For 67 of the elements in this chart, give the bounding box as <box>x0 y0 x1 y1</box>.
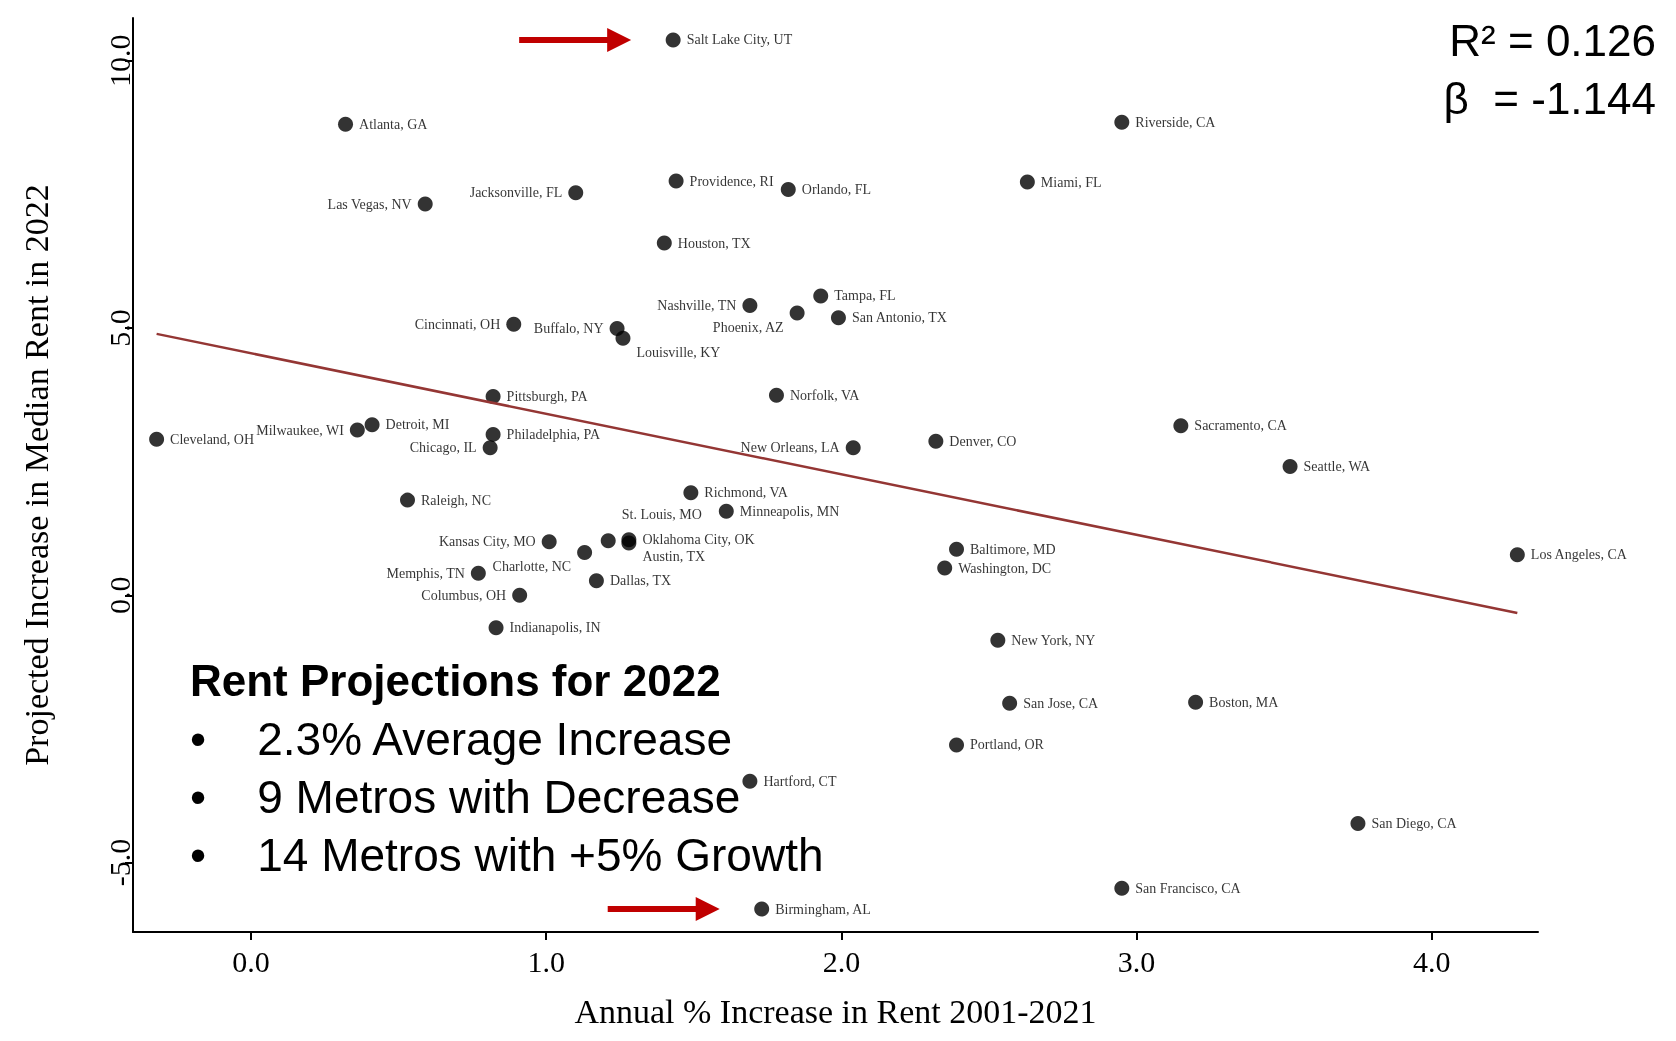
data-label: Pittsburgh, PA <box>506 388 589 404</box>
data-label: Buffalo, NY <box>533 321 604 337</box>
data-label: Norfolk, VA <box>789 387 861 403</box>
data-label: Phoenix, AZ <box>712 319 784 335</box>
data-label: Miami, FL <box>1040 174 1102 190</box>
annotation: β = -1.144 <box>1443 73 1656 123</box>
data-label: Las Vegas, NV <box>327 196 412 212</box>
data-label: Indianapolis, IN <box>509 620 601 636</box>
data-label: Dallas, TX <box>609 573 672 589</box>
data-label: St. Louis, MO <box>621 507 702 523</box>
data-label: New Orleans, LA <box>740 440 841 456</box>
y-tick-label: 5.0 <box>102 309 136 347</box>
data-label: Sacramento, CA <box>1194 418 1288 434</box>
data-label: Cincinnati, OH <box>414 316 501 332</box>
data-label: Chicago, IL <box>409 440 477 456</box>
x-tick-label: 1.0 <box>527 944 565 978</box>
data-label: Boston, MA <box>1209 694 1280 710</box>
annotation: • 9 Metros with Decrease <box>190 771 741 823</box>
data-label: San Jose, CA <box>1023 695 1100 711</box>
x-tick-label: 3.0 <box>1117 944 1156 978</box>
x-tick-label: 2.0 <box>822 944 861 978</box>
data-label: Jacksonville, FL <box>469 185 563 201</box>
data-label: Houston, TX <box>677 235 751 251</box>
y-tick-label: 10.0 <box>102 34 136 88</box>
data-label: Birmingham, AL <box>775 901 871 917</box>
data-label: Raleigh, NC <box>421 492 492 508</box>
data-label: Riverside, CA <box>1135 114 1217 130</box>
data-label: Portland, OR <box>970 737 1045 753</box>
data-label: Seattle, WA <box>1303 458 1372 474</box>
data-label: Austin, TX <box>642 549 706 565</box>
data-label: Los Angeles, CA <box>1530 547 1628 563</box>
data-label: Philadelphia, PA <box>506 426 602 442</box>
annotation: • 2.3% Average Increase <box>190 713 733 765</box>
data-label: Louisville, KY <box>636 344 721 360</box>
y-tick-label: 0.0 <box>102 576 136 615</box>
data-label: Cleveland, OH <box>170 431 255 447</box>
data-label: Richmond, VA <box>704 485 789 501</box>
x-tick-label: 4.0 <box>1412 944 1451 978</box>
data-label: Hartford, CT <box>763 773 837 789</box>
annotation: • 14 Metros with +5% Growth <box>190 829 824 881</box>
data-label: Memphis, TN <box>386 565 465 581</box>
data-label: Washington, DC <box>958 560 1052 576</box>
y-tick-label: -5.0 <box>102 838 136 887</box>
data-label: Milwaukee, WI <box>256 422 345 438</box>
data-label: Charlotte, NC <box>492 559 572 574</box>
data-label: Columbus, OH <box>421 587 507 603</box>
data-label: Orlando, FL <box>801 182 871 198</box>
x-tick-label: 0.0 <box>232 944 270 978</box>
data-label: Minneapolis, MN <box>739 503 840 519</box>
data-label: New York, NY <box>1011 632 1096 648</box>
data-label: San Diego, CA <box>1371 816 1458 831</box>
data-label: Denver, CO <box>949 433 1017 449</box>
annotation: R² = 0.126 <box>1449 15 1656 65</box>
data-label: Oklahoma City, OK <box>642 532 755 548</box>
data-label: Nashville, TN <box>657 298 737 314</box>
data-label: San Francisco, CA <box>1135 880 1242 896</box>
data-label: Atlanta, GA <box>359 116 429 132</box>
data-label: Salt Lake City, UT <box>686 32 793 48</box>
data-label: Baltimore, MD <box>970 541 1056 557</box>
data-label: Tampa, FL <box>834 288 896 304</box>
data-label: Detroit, MI <box>385 417 450 433</box>
data-label: San Antonio, TX <box>851 310 947 326</box>
annotation: Rent Projections for 2022 <box>190 655 721 705</box>
y-axis-title: Projected Increase in Median Rent in 2022 <box>17 184 55 766</box>
data-label: Kansas City, MO <box>438 534 536 550</box>
data-label: Providence, RI <box>689 173 774 189</box>
x-axis-title: Annual % Increase in Rent 2001-2021 <box>574 992 1097 1030</box>
